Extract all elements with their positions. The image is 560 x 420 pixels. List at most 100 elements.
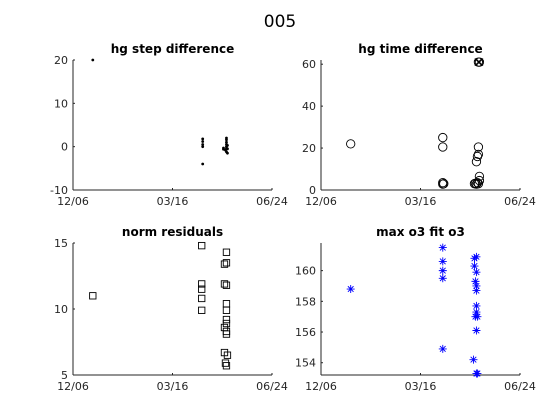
data-point [222, 259, 231, 267]
chart-title: hg time difference [358, 42, 482, 56]
data-point [469, 355, 478, 364]
chart-panel: hg step difference 12/06 03/16 06/24 -10 0 10 2… [50, 42, 288, 208]
data-point [474, 171, 485, 182]
x-tick-label: 06/24 [504, 195, 536, 208]
chart-title: norm residuals [122, 225, 223, 239]
y-tick-label: 60 [302, 58, 316, 71]
data-point [222, 319, 231, 328]
data-point [472, 178, 483, 188]
data-point [471, 277, 480, 286]
chart-panel: norm residuals 12/06 03/16 06/24 5 10 15 [54, 225, 288, 393]
data-point [222, 281, 231, 289]
data-point [472, 281, 481, 290]
data-point-x [474, 58, 483, 67]
data-point [226, 151, 229, 155]
y-tick-label: 0 [309, 184, 316, 197]
data-point [346, 285, 355, 294]
data-point [91, 58, 95, 62]
data-point [201, 137, 205, 141]
y-tick-label: 154 [295, 357, 316, 370]
x-tick-label: 12/06 [305, 380, 337, 393]
y-tick-label: 20 [302, 142, 316, 155]
data-point [221, 359, 230, 367]
y-tick-label: 5 [61, 369, 68, 382]
y-tick-label: 15 [54, 237, 68, 250]
panels: hg step difference 12/06 03/16 06/24 -10 0 10 2… [50, 42, 536, 393]
figure-title: 005 [264, 12, 296, 32]
x-tick-label: 12/06 [305, 195, 337, 208]
data-point [201, 143, 205, 146]
data-point [198, 280, 206, 288]
data-point [220, 260, 229, 268]
data-point-x [475, 58, 484, 67]
data-point [438, 274, 447, 283]
data-point [474, 175, 485, 186]
chart-title: hg step difference [111, 42, 235, 56]
data-point [473, 149, 484, 160]
y-tick-label: -10 [50, 184, 68, 197]
data-point [473, 312, 482, 321]
x-tick-label: 06/24 [256, 380, 288, 393]
x-tick-label: 12/06 [57, 380, 89, 393]
data-point [198, 241, 206, 250]
data-point [89, 292, 97, 300]
data-point [438, 266, 447, 275]
y-tick-label: 0 [61, 141, 68, 154]
data-point [222, 306, 231, 314]
data-point [472, 286, 481, 295]
data-point [198, 306, 206, 314]
data-point [201, 162, 205, 166]
x-tick-label: 03/16 [157, 380, 189, 393]
data-point [225, 136, 228, 140]
x-tick-label: 06/24 [256, 195, 288, 208]
data-point [438, 132, 448, 143]
data-point [472, 301, 481, 310]
data-point [473, 369, 482, 378]
x-tick-label: 03/16 [405, 195, 437, 208]
data-point [472, 151, 483, 162]
y-tick-label: 156 [295, 326, 316, 339]
data-point [472, 326, 481, 335]
data-point [474, 57, 485, 67]
data-point [198, 294, 206, 303]
y-tick-label: 10 [54, 303, 68, 316]
data-point [201, 145, 205, 149]
data-point [225, 140, 228, 144]
data-point [471, 157, 482, 167]
data-point [473, 142, 484, 152]
data-point [222, 330, 231, 338]
data-point [223, 351, 232, 359]
data-point [438, 243, 447, 252]
data-point [201, 140, 205, 143]
data-point [472, 308, 481, 317]
x-tick-label: 12/06 [57, 195, 89, 208]
y-tick-label: 158 [295, 295, 316, 308]
data-point [438, 344, 447, 353]
data-point [222, 315, 231, 324]
chart-title: max o3 fit o3 [376, 225, 465, 239]
data-point [226, 147, 229, 151]
data-point [438, 179, 448, 189]
data-point [472, 252, 481, 261]
x-tick-label: 06/24 [504, 380, 536, 393]
data-point [438, 257, 447, 266]
x-tick-label: 03/16 [405, 380, 437, 393]
data-point [220, 280, 229, 288]
data-point [346, 139, 356, 149]
chart-panel: hg time difference 12/06 03/16 06/24 0 20 40 60 [302, 42, 536, 208]
data-point [222, 362, 231, 370]
y-tick-label: 160 [295, 265, 316, 278]
data-point [438, 142, 448, 152]
data-point [222, 248, 231, 256]
chart-panel: max o3 fit o3 12/06 03/16 06/24 154 156 158 160 [295, 225, 536, 393]
data-point [472, 268, 481, 277]
y-tick-label: 10 [54, 97, 68, 110]
y-tick-label: 40 [302, 100, 316, 113]
data-point [470, 262, 479, 271]
y-tick-label: 20 [54, 54, 68, 67]
data-point [198, 285, 206, 293]
data-point [226, 143, 229, 147]
x-tick-label: 03/16 [157, 195, 189, 208]
